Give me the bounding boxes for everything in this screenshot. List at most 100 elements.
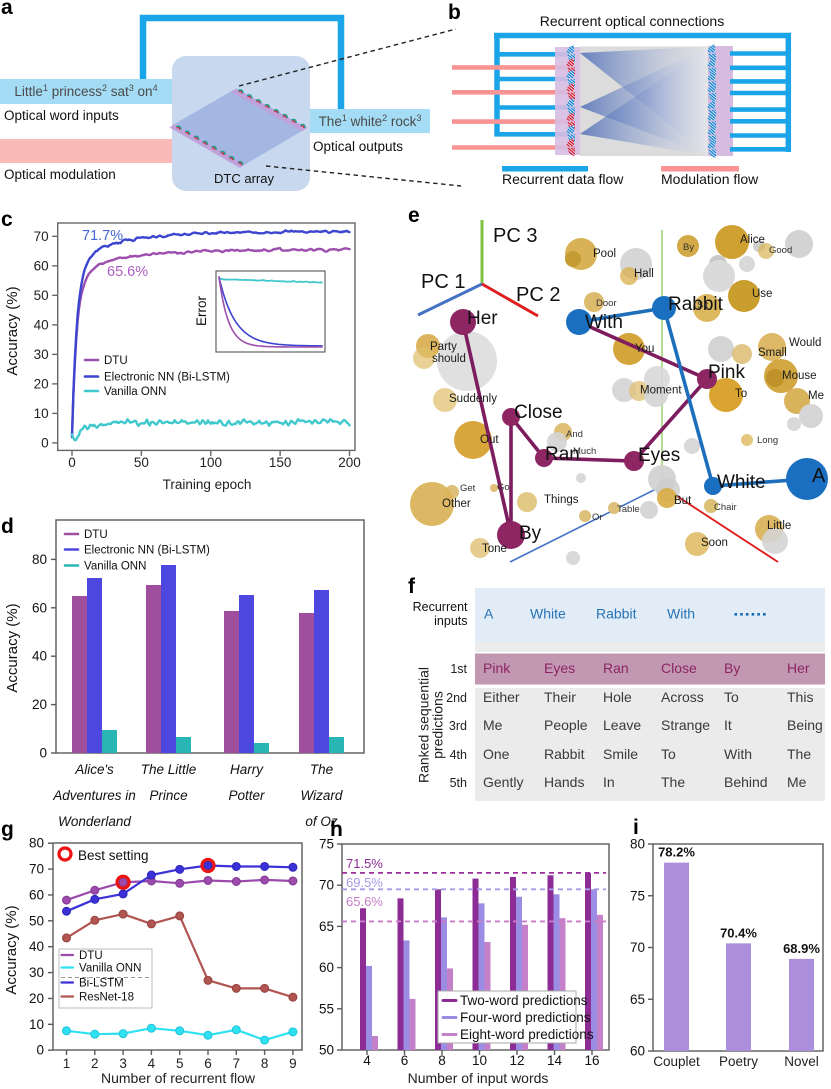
svg-text:The1 white2 rock3: The1 white2 rock3	[319, 113, 422, 129]
svg-text:75: 75	[319, 837, 334, 852]
svg-text:The: The	[787, 746, 811, 762]
svg-text:Would: Would	[789, 337, 821, 349]
svg-text:PC 1: PC 1	[421, 271, 465, 293]
svg-text:Get: Get	[460, 483, 476, 494]
svg-text:Two-word predictions: Two-word predictions	[460, 993, 588, 1008]
svg-text:60: 60	[32, 600, 47, 615]
svg-text:Being: Being	[787, 717, 823, 733]
svg-text:Leave: Leave	[603, 717, 641, 733]
svg-text:White: White	[530, 606, 566, 622]
svg-text:60: 60	[34, 258, 49, 273]
svg-text:30: 30	[29, 965, 44, 980]
svg-text:Optical word inputs: Optical word inputs	[4, 108, 119, 123]
svg-text:c: c	[1, 208, 13, 231]
svg-text:e: e	[408, 204, 420, 227]
svg-text:70: 70	[29, 862, 44, 877]
svg-text:60: 60	[630, 1044, 645, 1059]
svg-text:Across: Across	[661, 689, 704, 705]
svg-text:PC 2: PC 2	[516, 284, 560, 306]
svg-text:150: 150	[269, 455, 292, 470]
svg-text:50: 50	[29, 913, 44, 928]
svg-text:Alice's: Alice's	[74, 762, 114, 777]
svg-text:Eyes: Eyes	[544, 660, 575, 676]
svg-text:68.9%: 68.9%	[783, 941, 820, 956]
svg-text:Ranked sequential: Ranked sequential	[416, 667, 432, 783]
svg-text:69.5%: 69.5%	[346, 875, 383, 890]
svg-text:40: 40	[29, 939, 44, 954]
svg-text:Alice: Alice	[740, 234, 765, 246]
svg-text:50: 50	[319, 1043, 334, 1058]
svg-text:65.6%: 65.6%	[346, 894, 383, 909]
svg-text:14: 14	[547, 1053, 563, 1068]
svg-text:Bi-LSTM: Bi-LSTM	[79, 978, 124, 990]
svg-text:By: By	[724, 660, 740, 676]
svg-text:1st: 1st	[450, 662, 467, 676]
svg-text:40: 40	[34, 317, 49, 332]
svg-text:Hall: Hall	[634, 268, 654, 280]
svg-text:Novel: Novel	[784, 1054, 819, 1069]
svg-text:Either: Either	[483, 689, 520, 705]
svg-text:Four-word predictions: Four-word predictions	[460, 1010, 591, 1025]
svg-text:ResNet-18: ResNet-18	[79, 992, 134, 1004]
svg-text:Accuracy (%): Accuracy (%)	[4, 286, 21, 375]
svg-text:With: With	[585, 312, 623, 333]
svg-text:Party: Party	[430, 341, 457, 353]
svg-text:Pink: Pink	[708, 362, 745, 383]
svg-text:a: a	[1, 0, 13, 19]
svg-text:To: To	[661, 746, 676, 762]
svg-text:inputs: inputs	[434, 614, 467, 628]
svg-text:Pink: Pink	[483, 660, 511, 676]
svg-text:Other: Other	[442, 498, 471, 510]
svg-text:The: The	[310, 762, 333, 777]
svg-text:Her: Her	[467, 308, 498, 329]
svg-text:Mouse: Mouse	[782, 370, 817, 382]
svg-text:Things: Things	[544, 494, 579, 506]
svg-text:DTU: DTU	[84, 529, 108, 541]
svg-text:3: 3	[119, 1056, 127, 1071]
svg-text:10: 10	[34, 406, 49, 421]
svg-text:3rd: 3rd	[449, 719, 467, 733]
svg-text:1: 1	[63, 1056, 71, 1071]
svg-text:d: d	[1, 515, 14, 538]
svg-text:Close: Close	[661, 660, 697, 676]
svg-text:16: 16	[584, 1053, 599, 1068]
svg-text:Recurrent: Recurrent	[413, 600, 468, 614]
svg-text:Optical modulation: Optical modulation	[4, 167, 116, 182]
svg-text:Good: Good	[769, 245, 792, 256]
svg-text:75: 75	[630, 888, 645, 903]
svg-text:DTU: DTU	[79, 950, 103, 962]
svg-text:Out: Out	[480, 434, 499, 446]
svg-text:Best setting: Best setting	[78, 848, 149, 863]
svg-text:20: 20	[32, 697, 47, 712]
svg-text:People: People	[544, 717, 588, 733]
svg-text:Rabbit: Rabbit	[596, 606, 637, 622]
svg-text:5th: 5th	[450, 776, 467, 790]
svg-text:b: b	[448, 1, 461, 24]
svg-text:Much: Much	[573, 446, 596, 457]
svg-text:The Little: The Little	[141, 762, 197, 777]
svg-text:Number of input words: Number of input words	[408, 1070, 549, 1086]
svg-text:Door: Door	[596, 298, 617, 309]
svg-text:0: 0	[41, 435, 49, 450]
svg-text:0: 0	[68, 455, 76, 470]
svg-text:Accuracy (%): Accuracy (%)	[3, 905, 20, 994]
svg-text:Smile: Smile	[603, 746, 638, 762]
svg-text:PC 3: PC 3	[493, 225, 537, 247]
svg-text:Rabbit: Rabbit	[668, 294, 724, 315]
svg-text:Potter: Potter	[228, 788, 265, 803]
svg-text:f: f	[408, 575, 416, 598]
svg-text:Close: Close	[514, 402, 563, 423]
svg-text:Their: Their	[544, 689, 576, 705]
svg-text:70.4%: 70.4%	[720, 925, 757, 940]
svg-text:50: 50	[134, 455, 149, 470]
svg-text:71.5%: 71.5%	[346, 856, 383, 871]
svg-text:Error: Error	[194, 295, 209, 326]
svg-text:70: 70	[34, 229, 49, 244]
svg-text:A: A	[484, 606, 494, 622]
svg-text:Strange: Strange	[661, 717, 710, 733]
svg-text:Me: Me	[808, 390, 824, 402]
svg-text:100: 100	[199, 455, 222, 470]
svg-text:Behind: Behind	[724, 774, 768, 790]
svg-text:Recurrent optical connections: Recurrent optical connections	[540, 13, 724, 29]
svg-text:Table: Table	[617, 504, 640, 515]
